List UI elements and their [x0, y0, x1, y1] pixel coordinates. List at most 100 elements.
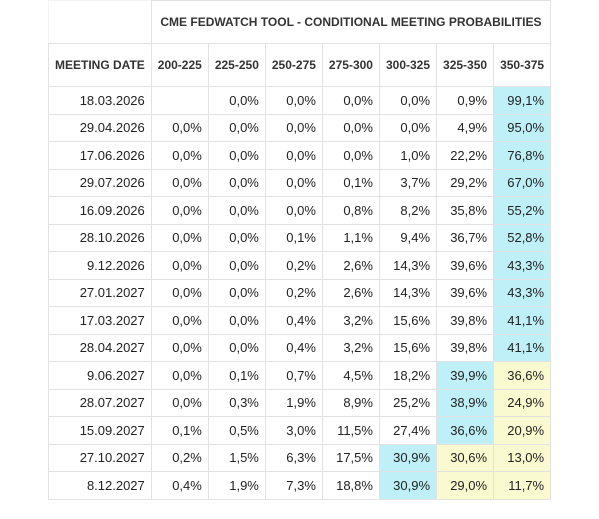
- probability-cell: 8,2%: [378, 196, 438, 225]
- probability-cell: 30,6%: [436, 443, 495, 472]
- probability-cell: 41,1%: [493, 333, 552, 362]
- probability-cell: 1,5%: [207, 443, 266, 472]
- probability-cell: 3,2%: [321, 333, 380, 362]
- probability-cell: 0,0%: [207, 196, 266, 225]
- probability-cell: 0,0%: [150, 196, 209, 225]
- probability-cell: 39,6%: [436, 278, 495, 307]
- probability-cell: 36,7%: [436, 223, 495, 252]
- probability-cell: 4,5%: [321, 361, 380, 390]
- probability-cell: 22,2%: [436, 141, 495, 170]
- probability-cell: 0,0%: [321, 86, 380, 115]
- probability-cell: 0,0%: [207, 113, 266, 142]
- probability-cell: 3,2%: [321, 306, 380, 335]
- probability-cell: 39,8%: [436, 306, 495, 335]
- probability-cell: 0,0%: [150, 251, 209, 280]
- probability-cell: 1,9%: [264, 388, 323, 417]
- probability-cell: 29,0%: [436, 471, 495, 500]
- meeting-date: 17.03.2027: [48, 306, 152, 335]
- probability-cell: 43,3%: [493, 278, 552, 307]
- probability-cell: 7,3%: [264, 471, 323, 500]
- meeting-date: 15.09.2027: [48, 416, 152, 445]
- probability-cell: 2,6%: [321, 251, 380, 280]
- column-header: 350-375: [493, 43, 552, 87]
- probability-cell: 36,6%: [436, 416, 495, 445]
- column-header-row: MEETING DATE 200-225 225-250 250-275 275-300…: [48, 43, 552, 87]
- column-header: 200-225: [150, 43, 209, 87]
- probability-cell: 4,9%: [436, 113, 495, 142]
- table-row: 28.04.2027 0,0% 0,0% 0,4% 3,2% 15,6% 39,8% 41,1…: [48, 333, 552, 362]
- table-row: 17.06.2026 0,0% 0,0% 0,0% 0,0% 1,0% 22,2% 76,8%: [48, 141, 552, 170]
- column-header: 325-350: [436, 43, 495, 87]
- probability-cell: 0,4%: [150, 471, 209, 500]
- probability-cell: 0,4%: [264, 333, 323, 362]
- probability-cell: 27,4%: [378, 416, 438, 445]
- probability-cell: 9,4%: [378, 223, 438, 252]
- meeting-date: 9.12.2026: [48, 251, 152, 280]
- probability-cell: 0,0%: [207, 168, 266, 197]
- probability-cell: 18,8%: [321, 471, 380, 500]
- probability-cell: 1,0%: [378, 141, 438, 170]
- probability-cell: 0,0%: [150, 223, 209, 252]
- table-row: 28.07.2027 0,0% 0,3% 1,9% 8,9% 25,2% 38,9% 24,9…: [48, 388, 552, 417]
- meeting-date: 18.03.2026: [48, 86, 152, 115]
- meeting-date: 27.10.2027: [48, 443, 152, 472]
- probability-cell: 11,7%: [493, 471, 552, 500]
- table-row: 15.09.2027 0,1% 0,5% 3,0% 11,5% 27,4% 36,6% 20,…: [48, 416, 552, 445]
- probability-cell: 15,6%: [378, 306, 438, 335]
- probability-cell: 55,2%: [493, 196, 552, 225]
- probability-cell: 0,0%: [207, 141, 266, 170]
- probability-cell: 39,6%: [436, 251, 495, 280]
- probability-cell: 3,0%: [264, 416, 323, 445]
- meeting-date: 27.01.2027: [48, 278, 152, 307]
- probability-cell: 0,0%: [150, 278, 209, 307]
- probability-cell: 39,8%: [436, 333, 495, 362]
- probability-cell: 0,0%: [150, 388, 209, 417]
- probability-cell: 0,0%: [207, 223, 266, 252]
- probability-cell: 15,6%: [378, 333, 438, 362]
- probability-cell: 0,2%: [264, 251, 323, 280]
- column-header: MEETING DATE: [48, 43, 152, 87]
- probability-cell: 0,8%: [321, 196, 380, 225]
- probability-cell: 0,0%: [207, 278, 266, 307]
- probability-cell: 0,2%: [264, 278, 323, 307]
- probability-cell: 0,0%: [264, 168, 323, 197]
- probability-cell: 39,9%: [436, 361, 495, 390]
- probability-cell: 0,0%: [264, 141, 323, 170]
- probability-cell: 3,7%: [378, 168, 438, 197]
- meeting-date: 28.10.2026: [48, 223, 152, 252]
- probability-cell: 0,1%: [207, 361, 266, 390]
- table-row: 29.07.2026 0,0% 0,0% 0,0% 0,1% 3,7% 29,2% 67,0%: [48, 168, 552, 197]
- probability-cell: 41,1%: [493, 306, 552, 335]
- probability-cell: 0,0%: [264, 86, 323, 115]
- probability-cell: 0,0%: [264, 113, 323, 142]
- probability-cell: 1,9%: [207, 471, 266, 500]
- probability-cell: 0,0%: [321, 141, 380, 170]
- probability-cell: 0,0%: [150, 113, 209, 142]
- probability-cell: 14,3%: [378, 251, 438, 280]
- probability-cell: 0,0%: [150, 333, 209, 362]
- probability-cell: 20,9%: [493, 416, 552, 445]
- probability-cell: 0,0%: [207, 306, 266, 335]
- meeting-date: 28.07.2027: [48, 388, 152, 417]
- table-row: 9.12.2026 0,0% 0,0% 0,2% 2,6% 14,3% 39,6% 43,3%: [48, 251, 552, 280]
- table-row: 8.12.2027 0,4% 1,9% 7,3% 18,8% 30,9% 29,0% 11,7…: [48, 471, 552, 500]
- meeting-date: 28.04.2027: [48, 333, 152, 362]
- probability-cell: 1,1%: [321, 223, 380, 252]
- meeting-date: 29.07.2026: [48, 168, 152, 197]
- blank-corner: [48, 0, 152, 44]
- probability-cell: 52,8%: [493, 223, 552, 252]
- table-row: 16.09.2026 0,0% 0,0% 0,0% 0,8% 8,2% 35,8% 55,2%: [48, 196, 552, 225]
- probability-cell: 0,0%: [150, 361, 209, 390]
- probability-cell: 0,0%: [378, 86, 438, 115]
- column-header: 300-325: [378, 43, 438, 87]
- probability-cell: 25,2%: [378, 388, 438, 417]
- column-header: 225-250: [207, 43, 266, 87]
- meeting-date: 17.06.2026: [48, 141, 152, 170]
- probability-cell: 0,0%: [207, 251, 266, 280]
- probability-cell: 30,9%: [378, 443, 438, 472]
- probability-cell: 43,3%: [493, 251, 552, 280]
- probability-cell: 99,1%: [493, 86, 552, 115]
- probability-cell: 0,4%: [264, 306, 323, 335]
- table-row: 28.10.2026 0,0% 0,0% 0,1% 1,1% 9,4% 36,7% 52,8%: [48, 223, 552, 252]
